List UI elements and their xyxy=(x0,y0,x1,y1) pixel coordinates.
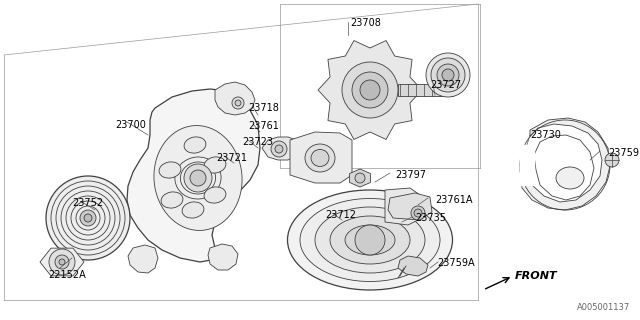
Ellipse shape xyxy=(159,162,181,178)
Polygon shape xyxy=(208,244,238,270)
Ellipse shape xyxy=(161,192,183,208)
Ellipse shape xyxy=(300,198,440,282)
Circle shape xyxy=(414,209,422,217)
Polygon shape xyxy=(318,41,422,140)
Ellipse shape xyxy=(345,225,395,255)
Ellipse shape xyxy=(431,58,465,92)
Polygon shape xyxy=(349,169,371,187)
Polygon shape xyxy=(262,137,300,160)
Circle shape xyxy=(275,145,283,153)
Circle shape xyxy=(271,141,287,157)
Ellipse shape xyxy=(182,202,204,218)
Circle shape xyxy=(59,259,65,265)
Circle shape xyxy=(46,176,130,260)
Text: 23761: 23761 xyxy=(248,121,279,131)
Circle shape xyxy=(80,210,96,226)
Polygon shape xyxy=(385,188,420,225)
Polygon shape xyxy=(520,145,534,185)
Ellipse shape xyxy=(204,187,226,203)
Text: 23718: 23718 xyxy=(248,103,279,113)
Circle shape xyxy=(352,72,388,108)
Circle shape xyxy=(605,153,619,167)
Polygon shape xyxy=(534,135,594,200)
Circle shape xyxy=(84,214,92,222)
Circle shape xyxy=(360,80,380,100)
Circle shape xyxy=(55,255,69,269)
Polygon shape xyxy=(398,84,453,96)
Ellipse shape xyxy=(204,157,226,173)
Circle shape xyxy=(355,225,385,255)
Polygon shape xyxy=(388,193,432,220)
Text: 23723: 23723 xyxy=(242,137,273,147)
Text: 23708: 23708 xyxy=(350,18,381,28)
Text: A005001137: A005001137 xyxy=(577,303,630,312)
Text: 23759: 23759 xyxy=(608,148,639,158)
Text: 23735: 23735 xyxy=(415,213,446,223)
Polygon shape xyxy=(520,118,610,210)
Polygon shape xyxy=(127,89,260,262)
Text: 23721: 23721 xyxy=(216,153,247,163)
Polygon shape xyxy=(290,132,352,183)
Polygon shape xyxy=(398,256,428,276)
Ellipse shape xyxy=(305,144,335,172)
Text: 23700: 23700 xyxy=(115,120,146,130)
Polygon shape xyxy=(128,245,158,273)
Ellipse shape xyxy=(184,137,206,153)
Ellipse shape xyxy=(442,69,454,81)
Ellipse shape xyxy=(311,149,329,166)
Ellipse shape xyxy=(315,207,425,273)
Ellipse shape xyxy=(437,64,459,86)
Text: 23730: 23730 xyxy=(530,130,561,140)
Circle shape xyxy=(235,100,241,106)
Text: 23761A: 23761A xyxy=(435,195,472,205)
Circle shape xyxy=(342,62,398,118)
Ellipse shape xyxy=(556,167,584,189)
Text: 23712: 23712 xyxy=(325,210,356,220)
Text: 22152A: 22152A xyxy=(48,270,86,280)
Text: 23797: 23797 xyxy=(395,170,426,180)
Circle shape xyxy=(49,249,75,275)
Circle shape xyxy=(232,97,244,109)
Circle shape xyxy=(411,206,425,220)
Text: 23759A: 23759A xyxy=(437,258,475,268)
Circle shape xyxy=(190,170,206,186)
Circle shape xyxy=(184,164,212,192)
Text: 23727: 23727 xyxy=(430,80,461,90)
Ellipse shape xyxy=(330,216,410,264)
Ellipse shape xyxy=(154,125,242,230)
Ellipse shape xyxy=(426,53,470,97)
Polygon shape xyxy=(40,248,84,276)
Polygon shape xyxy=(215,82,255,115)
Text: 23752: 23752 xyxy=(72,198,103,208)
Circle shape xyxy=(355,173,365,183)
Text: FRONT: FRONT xyxy=(515,271,557,281)
Ellipse shape xyxy=(287,190,452,290)
